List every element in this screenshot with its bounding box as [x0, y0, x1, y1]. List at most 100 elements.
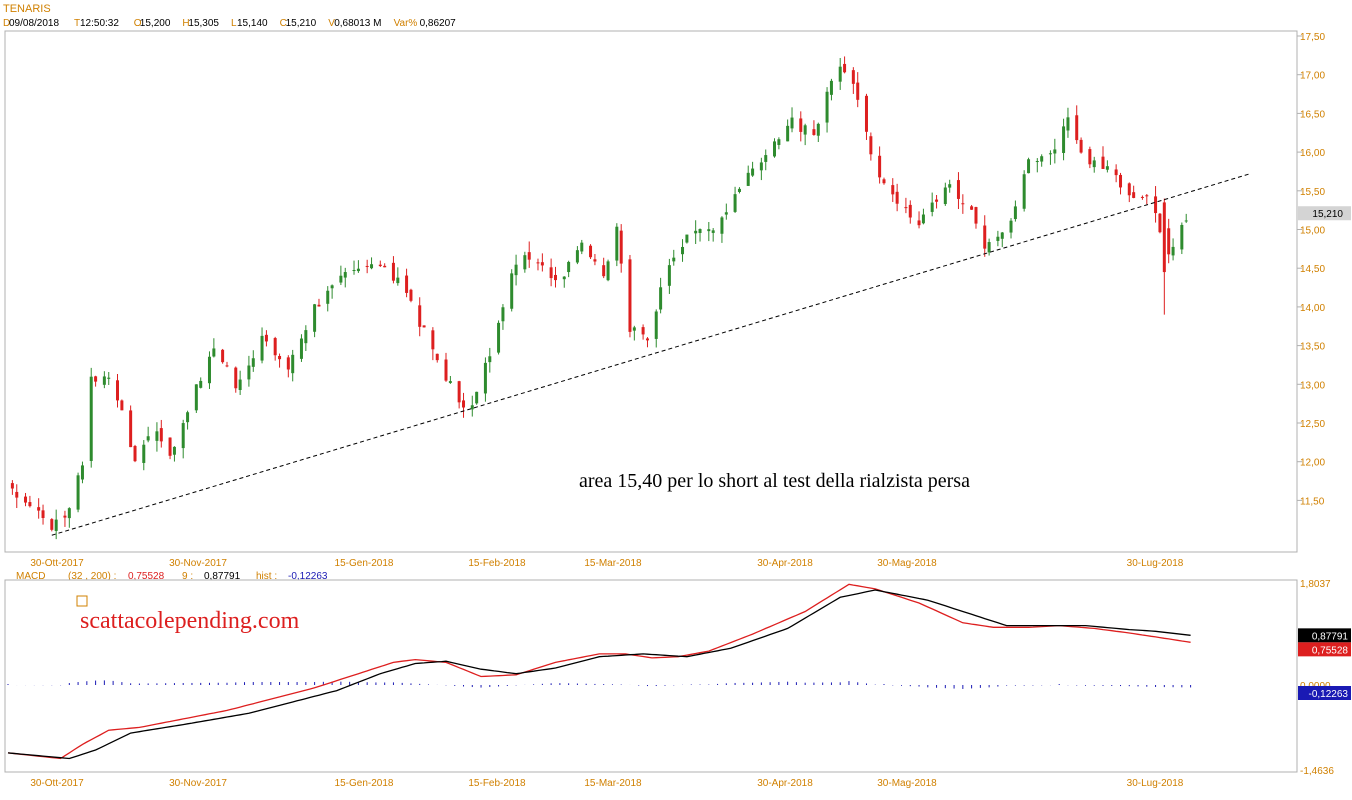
candle-body — [970, 206, 974, 210]
candle-body — [37, 507, 41, 511]
candle-body — [1022, 174, 1026, 209]
macd-axis: 1,8037-1,46360,00000,877910,75528-0,1226… — [1298, 579, 1351, 777]
candle-body — [908, 204, 912, 218]
candle-body — [856, 82, 860, 100]
candle-body — [431, 330, 435, 350]
candle-body — [1180, 224, 1184, 250]
candle-body — [1035, 161, 1039, 163]
candle-body — [475, 391, 479, 404]
candle-body — [260, 335, 264, 361]
candle-body — [1101, 156, 1105, 169]
signal-value-box — [1298, 628, 1351, 643]
candle-body — [764, 155, 768, 162]
candle-body — [510, 273, 514, 309]
candle-body — [1158, 213, 1162, 233]
date-tick-label: 30-Mag-2018 — [877, 558, 937, 569]
candle-body — [264, 334, 268, 342]
candle-body — [1154, 196, 1158, 214]
candle-body — [1171, 246, 1175, 256]
candle-body — [1145, 195, 1149, 197]
candle-body — [759, 162, 763, 171]
candle-body — [330, 285, 334, 289]
candle-body — [681, 246, 685, 255]
candle-body — [733, 194, 737, 212]
candle-body — [751, 168, 755, 176]
candle-body — [514, 264, 518, 276]
candle-body — [146, 436, 150, 441]
date-tick-label: 15-Gen-2018 — [335, 778, 394, 789]
hist-value-box — [1298, 686, 1351, 700]
candle-body — [562, 276, 566, 280]
price-tick-label: 15,00 — [1300, 226, 1325, 237]
candle-body — [825, 91, 829, 123]
candle-body — [632, 327, 636, 331]
candle-body — [1127, 183, 1131, 196]
candle-body — [549, 267, 553, 279]
candle-body — [1132, 192, 1136, 198]
candle-body — [159, 428, 163, 442]
candle-body — [956, 180, 960, 199]
candle-body — [194, 384, 198, 411]
info-key-1: T — [74, 18, 80, 29]
candle-body — [343, 272, 347, 278]
candle-body — [207, 356, 211, 384]
candle-body — [812, 129, 816, 135]
candle-body — [370, 264, 374, 269]
candle-body — [641, 327, 645, 335]
signal-line — [7, 589, 1191, 760]
signal-value-badge: 0,87791 — [1312, 631, 1349, 642]
candle-body — [536, 262, 540, 264]
candle-body — [133, 445, 137, 462]
price-tick-label: 16,00 — [1300, 148, 1325, 159]
price-tick-label: 13,00 — [1300, 380, 1325, 391]
candle-body — [10, 483, 14, 489]
candle-body — [457, 381, 461, 403]
candle-body — [1119, 174, 1123, 188]
candle-body — [580, 242, 584, 252]
watermark: scattacolepending.com — [80, 608, 300, 634]
candle-body — [527, 252, 531, 260]
candle-body — [356, 268, 360, 272]
candle-body — [843, 63, 847, 73]
candle-body — [672, 257, 676, 262]
candle-body — [930, 202, 934, 212]
candle-body — [326, 290, 330, 304]
price-tick-label: 16,50 — [1300, 109, 1325, 120]
candle-body — [365, 265, 369, 267]
date-tick-label: 15-Gen-2018 — [335, 558, 394, 569]
candle-body — [234, 367, 238, 389]
candle-body — [593, 259, 597, 262]
candle-body — [1184, 220, 1188, 222]
candle-body — [935, 199, 939, 202]
info-value-7: 0,86207 — [420, 18, 457, 29]
price-tick-label: 17,00 — [1300, 71, 1325, 82]
candle-body — [882, 179, 886, 184]
macd-tick-bottom: -1,4636 — [1300, 766, 1334, 777]
last-price-box — [1298, 206, 1351, 221]
candle-body — [645, 338, 649, 341]
candle-body — [181, 423, 185, 449]
candle-body — [172, 446, 176, 455]
candle-body — [628, 259, 632, 332]
candle-body — [777, 139, 781, 145]
date-tick-label: 30-Apr-2018 — [757, 778, 813, 789]
date-tick-label: 30-Mag-2018 — [877, 778, 937, 789]
candle-body — [435, 353, 439, 361]
candle-body — [694, 230, 698, 234]
candle-body — [225, 365, 229, 367]
info-value-0: 09/08/2018 — [9, 18, 59, 29]
date-tick-label: 15-Feb-2018 — [468, 558, 526, 569]
candle-body — [895, 191, 899, 204]
candle-body — [94, 376, 98, 382]
candle-body — [711, 230, 715, 233]
macd-histogram — [7, 680, 1192, 689]
price-tick-label: 17,50 — [1300, 32, 1325, 43]
signal-label: 9 : — [182, 571, 193, 582]
candle-body — [317, 304, 321, 307]
candle-body — [746, 172, 750, 186]
candle-body — [212, 348, 216, 357]
macd-value-badge: 0,75528 — [1312, 645, 1349, 656]
date-tick-label: 15-Mar-2018 — [584, 778, 642, 789]
candle-body — [567, 261, 571, 273]
macd-label: MACD — [16, 571, 45, 582]
